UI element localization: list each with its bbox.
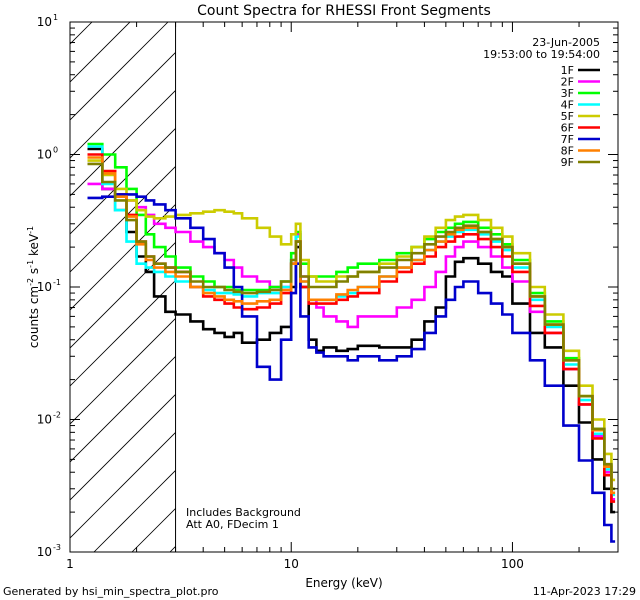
legend-label: 5F xyxy=(561,110,574,123)
chart-title: Count Spectra for RHESSI Front Segments xyxy=(197,3,491,19)
y-axis-label-part: s xyxy=(27,268,41,278)
y-tick-label-exponent: -1 xyxy=(53,278,61,287)
series-9F xyxy=(87,162,616,491)
y-tick-label: 10 xyxy=(37,413,52,427)
y-axis-label-exp: -1 xyxy=(26,260,35,268)
y-axis-label-exp: -2 xyxy=(26,278,35,286)
y-tick-label: 10 xyxy=(37,15,52,29)
x-axis-label: Energy (keV) xyxy=(305,576,382,590)
series-1F xyxy=(87,147,616,514)
x-tick-label: 1 xyxy=(66,557,74,571)
hatch-line xyxy=(131,507,176,552)
hatch-line xyxy=(93,469,176,552)
footer-timestamp: 11-Apr-2023 17:29 xyxy=(533,585,636,598)
generated-by-footer: Generated by hsi_min_spectra_plot.pro xyxy=(3,585,219,598)
legend-label: 7F xyxy=(561,133,574,146)
hatch-line xyxy=(70,279,176,387)
y-tick-label-exponent: -2 xyxy=(53,411,61,420)
y-axis-label: counts cm-2 s-1 keV-1 xyxy=(26,226,41,348)
series-3F xyxy=(87,142,616,491)
series-4F xyxy=(87,145,616,497)
legend-label: 3F xyxy=(561,87,574,100)
legend-label: 9F xyxy=(561,156,574,169)
legend-label: 2F xyxy=(561,76,574,89)
hatch-line xyxy=(70,203,176,311)
y-tick-label: 10 xyxy=(37,148,52,162)
observation-time-range: 19:53:00 to 19:54:00 xyxy=(483,48,600,61)
series-layer xyxy=(87,142,616,543)
y-tick-label-exponent: 1 xyxy=(53,13,58,22)
legend-label: 1F xyxy=(561,64,574,77)
hatch-line xyxy=(70,431,176,539)
y-tick-label-exponent: -3 xyxy=(53,543,61,552)
y-axis-label-exp: -1 xyxy=(26,226,35,234)
y-tick-label-exponent: 0 xyxy=(53,146,58,155)
x-tick-label: 10 xyxy=(284,557,299,571)
hatch-line xyxy=(70,22,131,83)
x-tick-label: 100 xyxy=(501,557,524,571)
observation-date: 23-Jun-2005 xyxy=(532,36,600,49)
hatch-line xyxy=(70,22,93,45)
legend-label: 8F xyxy=(561,145,574,158)
note-attenuator: Att A0, FDecim 1 xyxy=(186,518,279,531)
legend-label: 4F xyxy=(561,99,574,112)
y-tick-label: 10 xyxy=(37,280,52,294)
hatch-line xyxy=(70,51,176,159)
series-2F xyxy=(87,182,616,501)
hatch-line xyxy=(70,241,176,349)
y-tick-label: 10 xyxy=(37,545,52,559)
series-5F xyxy=(87,159,616,482)
y-axis-label-part: keV xyxy=(27,233,41,260)
y-axis-label-part: counts cm xyxy=(27,286,41,348)
axis-ticks xyxy=(69,21,619,553)
note-background: Includes Background xyxy=(186,506,301,519)
hatch-line xyxy=(70,89,176,197)
hatch-line xyxy=(70,22,169,121)
legend-label: 6F xyxy=(561,122,574,135)
series-7F xyxy=(87,193,616,543)
